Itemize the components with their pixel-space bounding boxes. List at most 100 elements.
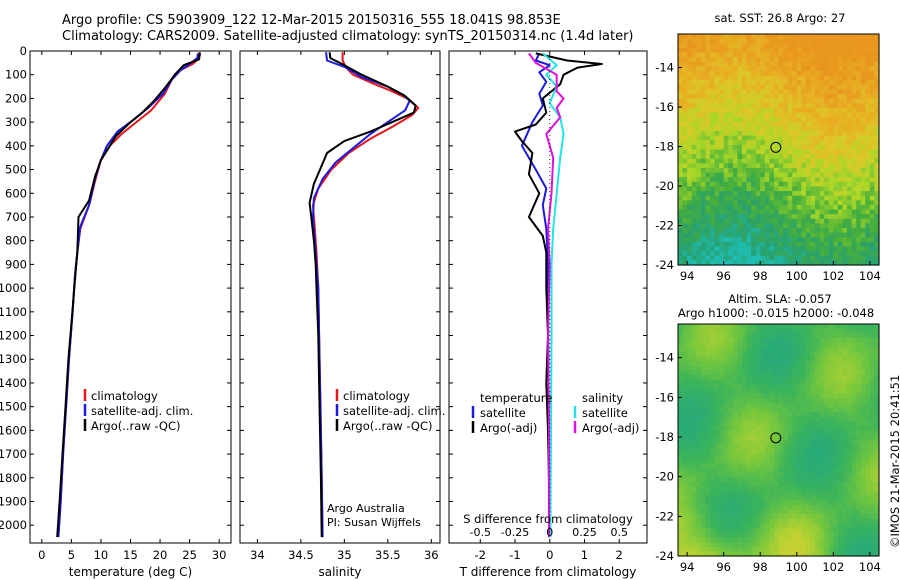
map-cell <box>856 458 862 464</box>
map-cell <box>687 467 693 474</box>
map-cell <box>737 440 743 446</box>
map-cell <box>810 453 816 460</box>
map-cell <box>728 546 734 552</box>
map-cell <box>865 223 871 229</box>
map-cell <box>819 537 825 543</box>
map-cell <box>842 453 848 460</box>
map-cell <box>773 449 780 455</box>
map-cell <box>874 421 880 427</box>
map-cell <box>696 172 702 178</box>
map-cell <box>860 117 866 123</box>
map-cell <box>709 351 716 358</box>
map-cell <box>856 342 862 348</box>
map-cell <box>737 356 743 362</box>
map-cell <box>815 126 821 132</box>
map-cell <box>796 324 802 330</box>
map-cell <box>773 426 780 432</box>
map-cell <box>746 61 752 67</box>
map-cell <box>815 237 821 243</box>
map-cell <box>860 421 866 427</box>
s-tick-label: 0 <box>546 526 553 539</box>
map-cell <box>869 47 876 54</box>
map-cell <box>709 500 716 506</box>
map-cell <box>691 458 697 464</box>
map-cell <box>842 388 848 395</box>
map-cell <box>842 440 848 446</box>
map-cell <box>847 61 853 67</box>
map-cell <box>828 370 834 376</box>
map-cell <box>842 426 848 432</box>
map-cell <box>769 70 775 77</box>
map-cell <box>746 351 752 358</box>
map-cell <box>691 347 697 353</box>
map-cell <box>824 47 830 54</box>
map-cell <box>815 388 821 395</box>
map-cell <box>700 186 707 192</box>
map-cell <box>728 458 734 464</box>
map-cell <box>851 126 857 132</box>
map-cell <box>751 98 757 104</box>
map-cell <box>741 532 748 539</box>
map-cell <box>842 98 848 104</box>
map-cell <box>815 246 821 252</box>
map-cell <box>682 481 688 487</box>
map-cell <box>691 509 697 515</box>
map-cell <box>751 542 757 548</box>
series-line-temperature-satellite <box>520 52 551 538</box>
map-cell <box>691 84 697 91</box>
map-cell <box>819 70 825 77</box>
map-cell <box>874 532 880 539</box>
map-cell <box>792 140 798 146</box>
map-cell <box>819 241 825 248</box>
map-cell <box>860 177 866 183</box>
map-cell <box>865 80 871 86</box>
map-cell <box>860 255 866 261</box>
map-cell <box>764 532 770 539</box>
map-cell <box>714 181 720 188</box>
map-cell <box>760 379 766 385</box>
map-cell <box>709 255 716 261</box>
map-cell <box>678 328 684 334</box>
map-cell <box>682 223 688 229</box>
map-cell <box>778 532 784 539</box>
map-cell <box>837 361 844 367</box>
map-cell <box>678 255 684 261</box>
map-cell <box>828 546 834 552</box>
map-cell <box>691 80 697 86</box>
map-cell <box>819 117 825 123</box>
map-cell <box>869 158 876 164</box>
map-cell <box>700 121 707 127</box>
map-cell <box>737 34 743 40</box>
map-cell <box>787 246 793 252</box>
map-cell <box>851 223 857 229</box>
map-cell <box>714 444 720 450</box>
map-cell <box>728 347 734 353</box>
map-cell <box>700 477 707 483</box>
map-cell <box>856 228 862 234</box>
map-cell <box>700 200 707 206</box>
map-cell <box>773 402 780 409</box>
map-cell <box>755 337 761 344</box>
map-cell <box>865 47 871 54</box>
map-cell <box>856 379 862 385</box>
map-cell <box>737 200 743 206</box>
map-cell <box>796 121 802 127</box>
map-cell <box>828 117 834 123</box>
map-cell <box>856 112 862 118</box>
map-cell <box>837 195 844 201</box>
map-cell <box>705 509 711 515</box>
map-cell <box>737 218 743 225</box>
map-cell <box>796 435 802 441</box>
map-cell <box>760 407 766 413</box>
map-cell <box>824 370 830 376</box>
map-cell <box>805 66 812 72</box>
map-cell <box>755 402 761 409</box>
map-cell <box>755 504 761 511</box>
map-cell <box>728 195 734 201</box>
map-cell <box>687 66 693 72</box>
map-cell <box>842 112 848 118</box>
map-cell <box>851 195 857 201</box>
map-cell <box>837 421 844 427</box>
map-cell <box>874 467 880 474</box>
map-cell <box>865 440 871 446</box>
